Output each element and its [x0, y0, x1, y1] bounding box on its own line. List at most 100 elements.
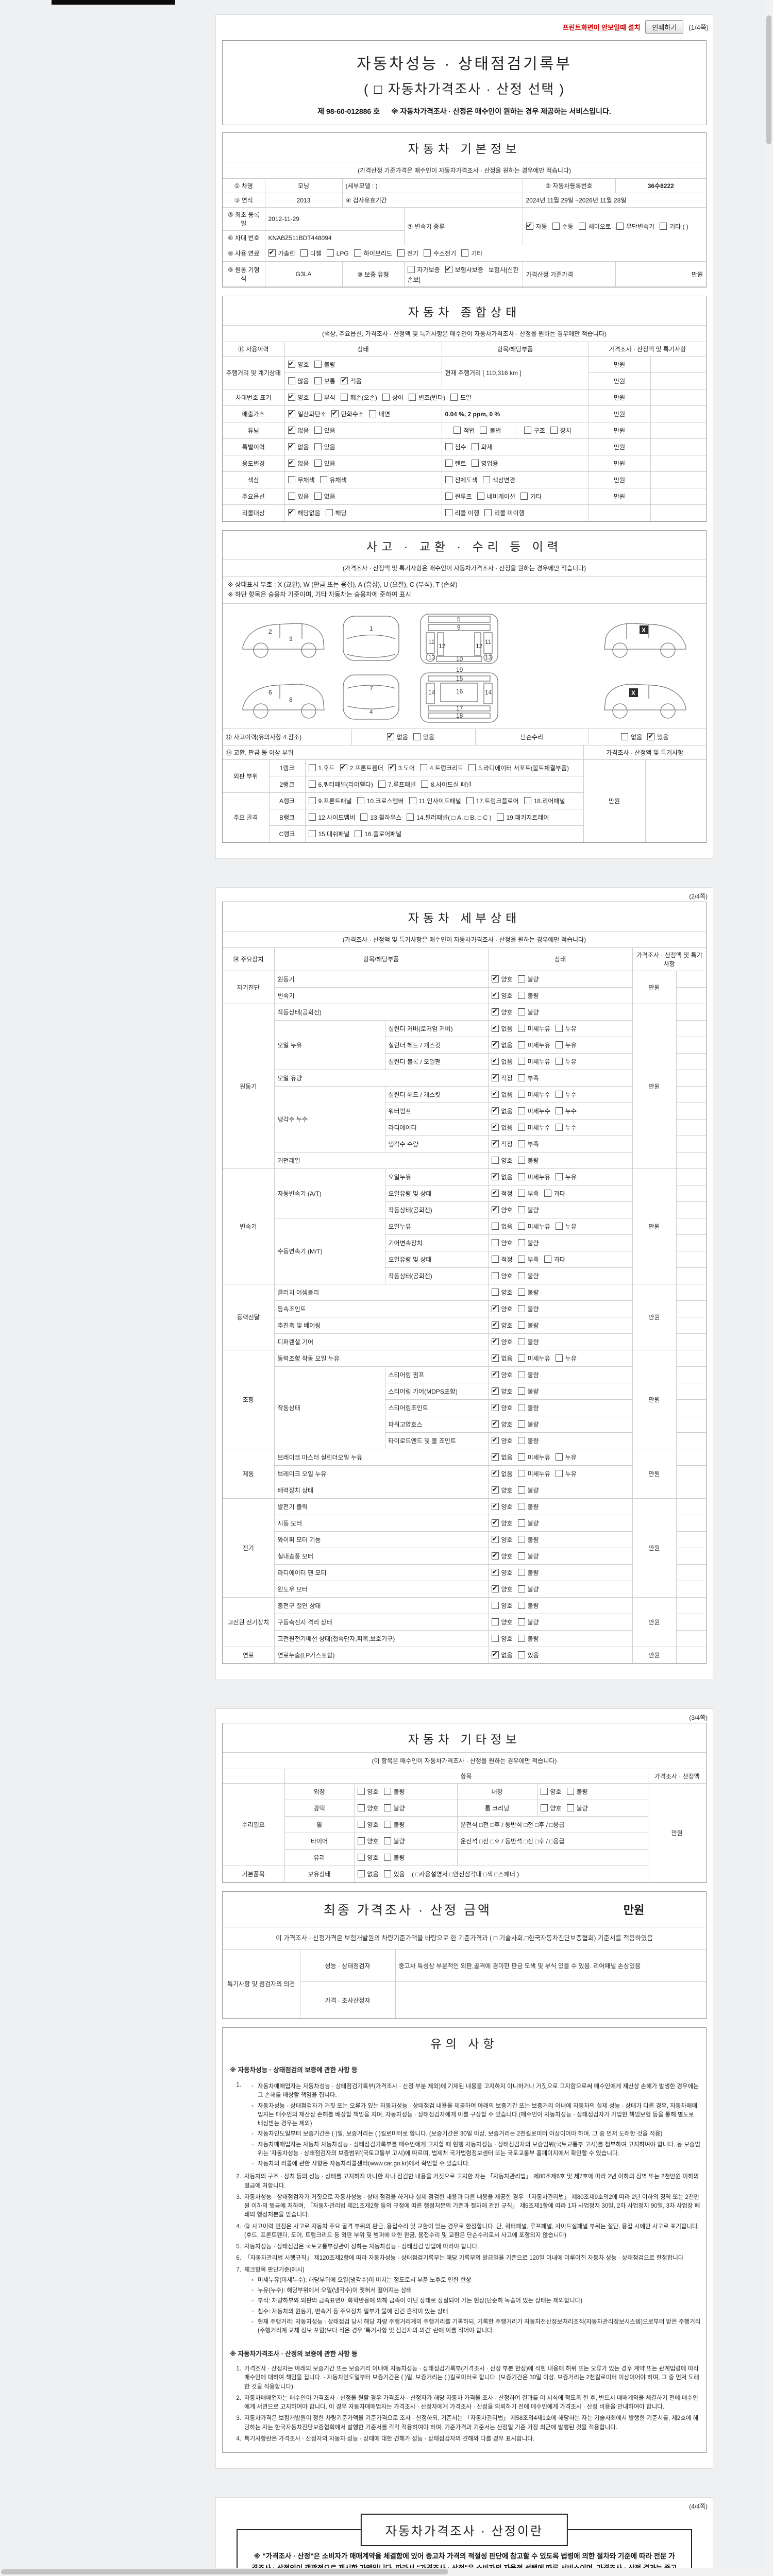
car-name: 모닝 [264, 179, 343, 193]
checkbox-option: 없음 [357, 1870, 379, 1878]
checkbox-option: 누유 [555, 1469, 577, 1478]
checkbox-option: 일산화탄소 [288, 409, 326, 418]
panel-number: 4 [369, 708, 373, 716]
table-row: 자기진단원동기양호불량만원 [223, 971, 706, 1004]
unchecked-checkbox-icon [357, 1870, 365, 1877]
checkbox-label: 적정 [501, 1140, 513, 1148]
checkbox-option: 불량 [517, 1486, 539, 1495]
notice-item: 4. 특기사항란은 가격조사 · 산정자의 자동차 성능 · 상태에 대한 견해가… [236, 2435, 535, 2442]
unchecked-checkbox-icon [288, 377, 295, 384]
unchecked-checkbox-icon [450, 394, 458, 401]
device-group-label: 제동 [223, 1448, 275, 1499]
first-registration-date: 2012-11-29 [264, 207, 405, 231]
print-button[interactable]: 인쇄하기 [645, 20, 684, 34]
panel-number: 11 [428, 638, 435, 646]
horizontal-scrollbar-thumb[interactable] [1, 2569, 448, 2574]
checkbox-label: 세미오토 [588, 223, 611, 230]
unchecked-checkbox-icon [445, 509, 452, 516]
checkbox-label: 미세누유 [527, 1223, 550, 1230]
checkbox-option: 도말 [450, 393, 472, 402]
checkbox-label: 기타 [530, 493, 542, 500]
checkbox-label: 양호 [501, 1404, 513, 1412]
checkbox-option: 기타 [520, 492, 542, 501]
opinion-who: 가격 · 조사산정자 [300, 1981, 396, 2019]
checkbox-option: 리콜 미이행 [484, 509, 525, 517]
checkbox-option: 전기 [397, 249, 418, 258]
unchecked-checkbox-icon [453, 427, 461, 434]
checkbox-option: 누유 [555, 1057, 577, 1066]
install-hint-link[interactable]: 프린트화면이 안보일때 설치 [562, 24, 641, 31]
checkbox-label: 양호 [501, 1602, 513, 1609]
vertical-scrollbar-thumb[interactable] [766, 15, 771, 144]
damage-mark-x-door: X [631, 689, 635, 697]
unchecked-checkbox-icon [566, 1787, 574, 1795]
checkbox-option: 미세누유 [517, 1024, 550, 1033]
horizontal-scrollbar[interactable] [0, 2568, 765, 2576]
final-price-box: 최종 가격조사 · 산정 금액 만원 이 가격조사 · 산정가격은 보험개발원의… [222, 1891, 707, 2020]
checkbox-label: 있음 [324, 460, 335, 467]
field-label: ⑩ 보증 유형 [342, 261, 405, 287]
row-label: 리콜대상 [223, 504, 285, 521]
checkbox-label: 수동 [562, 223, 574, 230]
unchecked-checkbox-icon [325, 509, 333, 516]
unchecked-checkbox-icon [517, 1140, 525, 1147]
checkbox-label: 화재 [481, 444, 493, 451]
checkbox-option: 불량 [566, 1787, 588, 1796]
checkbox-label: 없음 [501, 1058, 513, 1065]
checkbox-option: 불량 [517, 1420, 539, 1429]
checkbox-label: 없음 [501, 1651, 513, 1659]
unchecked-checkbox-icon [517, 1041, 525, 1048]
checkbox-label: 미세누수 [527, 1107, 550, 1115]
checked-checkbox-icon [288, 459, 295, 467]
checkbox-label: 불량 [393, 1854, 405, 1861]
checkbox-option: 적정 [491, 1189, 513, 1198]
checkbox-label: 5.라디에이터 서포트(볼트체결부품) [478, 764, 569, 772]
unchecked-checkbox-icon [491, 1288, 499, 1296]
unchecked-checkbox-icon [517, 1008, 525, 1015]
checked-checkbox-icon [340, 376, 348, 384]
item-label: 스티어링조인트 [385, 1399, 489, 1416]
notice-item: 4. ⑫ 사고이력 인정은 사고로 자동차 주요 골격 부위의 판금, 용접수리 … [236, 2223, 699, 2239]
unchecked-checkbox-icon [555, 1469, 563, 1477]
unchecked-checkbox-icon [308, 764, 316, 771]
checked-checkbox-icon [491, 1419, 499, 1428]
vertical-scrollbar[interactable] [765, 0, 773, 2576]
checkbox-label: 18.리어패널 [533, 797, 565, 805]
unchecked-checkbox-icon [517, 1321, 525, 1329]
col-header: 상태 [488, 947, 633, 971]
passenger-car-note: ※ 하단 항목은 승용차 기준이며, 기타 자동차는 승용차에 준하여 표시 [228, 590, 411, 598]
transmission-type-checks: 자동 수동 세미오토 무단변속기 기타 ( ) [522, 207, 706, 245]
checkbox-option: 5.라디에이터 서포트(볼트체결부품) [468, 764, 569, 772]
checked-checkbox-icon [268, 248, 276, 257]
unchecked-checkbox-icon [517, 1601, 525, 1609]
checkbox-label: 누유 [565, 1041, 577, 1049]
checkbox-label: 양호 [367, 1854, 379, 1861]
item-label: 와이퍼 모터 기능 [274, 1531, 489, 1548]
checked-checkbox-icon [491, 1502, 499, 1510]
checkbox-label: 유채색 [329, 477, 347, 484]
table-row: 커먼레일 양호 불량 [223, 1151, 706, 1169]
checkbox-label: 불량 [527, 1157, 539, 1164]
checkbox-label: 없음 [501, 1453, 513, 1461]
checkbox-label: 누유 [565, 1453, 577, 1461]
table-row: 시동 모터 양호 불량 [223, 1514, 706, 1532]
panel-number: 12 [476, 642, 483, 650]
notice-item: 3. 자동차성능 · 상태점검자가 거짓으로 자동차성능 · 상태 점검을 하거나… [236, 2194, 700, 2218]
checkbox-label: 보험사보증 [455, 266, 483, 274]
unchecked-checkbox-icon [491, 1618, 499, 1625]
checkbox-label: 미세누유 [527, 1041, 550, 1049]
checkbox-option: 불량 [517, 1502, 539, 1511]
unchecked-checkbox-icon [540, 1787, 548, 1795]
checkbox-label: 미세누수 [527, 1124, 550, 1131]
checkbox-option: 적정 [491, 1073, 513, 1082]
table-row: 타이로드엔드 및 볼 죠인트 양호 불량 [223, 1432, 706, 1449]
unchecked-checkbox-icon [383, 1870, 391, 1877]
row-label: 주행거리 및 계기상태 [223, 356, 285, 389]
item-label: 오일유량 및 상태 [385, 1184, 489, 1202]
page-indicator-1: (1/4쪽) [688, 24, 709, 31]
registration-number: 36수8222 [615, 179, 706, 193]
table-row: 브레이크 오일 누유 없음 미세누유 누유 [223, 1465, 706, 1482]
page-4: (4/4쪽) 자동차가격조사 · 산정이란 ※ "가격조사 · 산정"은 소비자… [215, 2497, 713, 2576]
checkbox-option: 불량 [517, 1370, 539, 1379]
